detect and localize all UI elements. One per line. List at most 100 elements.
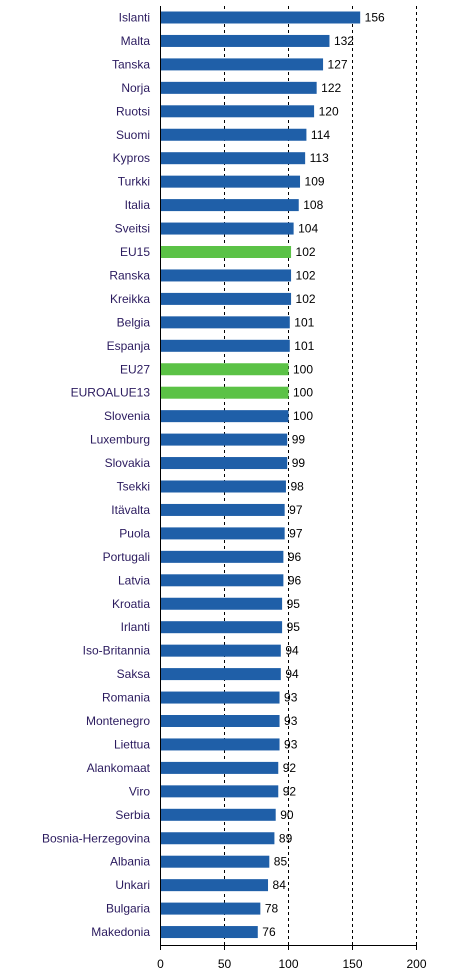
x-tick-label: 200 bbox=[406, 957, 426, 971]
value-label: 109 bbox=[305, 175, 325, 189]
value-label: 102 bbox=[296, 245, 316, 259]
category-label: Bosnia-Herzegovina bbox=[42, 831, 150, 845]
value-label: 102 bbox=[296, 268, 316, 282]
value-label: 97 bbox=[289, 526, 303, 540]
category-label: Kypros bbox=[113, 151, 150, 165]
bar bbox=[160, 386, 289, 399]
value-label: 78 bbox=[265, 902, 279, 916]
category-label: Kreikka bbox=[110, 292, 150, 306]
category-label: Irlanti bbox=[121, 620, 150, 634]
category-label: Unkari bbox=[115, 878, 150, 892]
category-label: Serbia bbox=[115, 808, 150, 822]
category-label: Viro bbox=[129, 784, 150, 798]
labels: Islanti 156 Malta 132 Tanska 127 Norja 122 Ruots… bbox=[42, 11, 427, 972]
category-label: Latvia bbox=[118, 573, 150, 587]
bar bbox=[160, 715, 280, 727]
value-label: 101 bbox=[294, 339, 314, 353]
value-label: 132 bbox=[334, 34, 354, 48]
bar bbox=[160, 292, 292, 305]
value-label: 85 bbox=[274, 855, 288, 869]
value-label: 96 bbox=[288, 550, 302, 564]
x-tick-label: 150 bbox=[342, 957, 362, 971]
bar bbox=[160, 855, 270, 868]
value-label: 90 bbox=[280, 808, 294, 822]
bar bbox=[160, 761, 279, 774]
gridlines bbox=[224, 6, 417, 945]
category-label: Liettua bbox=[114, 737, 150, 751]
bar bbox=[160, 597, 283, 610]
category-label: Espanja bbox=[107, 339, 151, 353]
value-label: 101 bbox=[294, 315, 314, 329]
category-label: EU15 bbox=[120, 245, 150, 259]
category-label: Makedonia bbox=[91, 925, 150, 939]
bar bbox=[160, 738, 280, 751]
category-label: Turkki bbox=[118, 175, 150, 189]
bar bbox=[160, 503, 285, 516]
category-label: EU27 bbox=[120, 362, 150, 376]
category-label: Luxemburg bbox=[90, 433, 150, 447]
bar bbox=[160, 316, 290, 329]
bar bbox=[160, 246, 292, 258]
value-label: 98 bbox=[290, 480, 304, 494]
bar bbox=[160, 339, 290, 352]
bar bbox=[160, 175, 301, 188]
value-label: 156 bbox=[365, 11, 385, 25]
value-label: 92 bbox=[283, 761, 297, 775]
value-label: 93 bbox=[284, 714, 298, 728]
bar bbox=[160, 363, 289, 376]
category-label: Islanti bbox=[119, 11, 150, 25]
category-label: Puola bbox=[119, 526, 150, 540]
category-label: Saksa bbox=[117, 667, 151, 681]
bar bbox=[160, 433, 288, 446]
value-label: 99 bbox=[292, 456, 306, 470]
bar bbox=[160, 457, 288, 470]
value-label: 120 bbox=[319, 104, 339, 118]
bar bbox=[160, 550, 284, 563]
value-label: 93 bbox=[284, 737, 298, 751]
bar bbox=[160, 691, 280, 704]
bar bbox=[160, 480, 286, 493]
bar bbox=[160, 785, 279, 798]
bar bbox=[160, 34, 330, 47]
value-label: 100 bbox=[293, 362, 313, 376]
category-label: Belgia bbox=[117, 315, 151, 329]
category-label: Italia bbox=[125, 198, 151, 212]
bar bbox=[160, 926, 258, 939]
category-label: EUROALUE13 bbox=[71, 386, 151, 400]
value-label: 92 bbox=[283, 784, 297, 798]
bar bbox=[160, 574, 284, 587]
value-label: 93 bbox=[284, 691, 298, 705]
category-label: Albania bbox=[110, 855, 150, 869]
category-label: Romania bbox=[102, 691, 150, 705]
bar bbox=[160, 58, 324, 71]
category-label: Bulgaria bbox=[106, 902, 150, 916]
value-label: 113 bbox=[310, 151, 329, 165]
bar bbox=[160, 808, 276, 821]
bar bbox=[160, 152, 306, 165]
axes bbox=[160, 6, 417, 950]
category-label: Itävalta bbox=[111, 503, 150, 517]
bar bbox=[160, 222, 294, 235]
value-label: 100 bbox=[293, 409, 313, 423]
bar bbox=[160, 668, 281, 681]
value-label: 99 bbox=[292, 433, 306, 447]
category-label: Kroatia bbox=[112, 597, 150, 611]
value-label: 100 bbox=[293, 386, 313, 400]
value-label: 95 bbox=[287, 620, 301, 634]
value-label: 84 bbox=[273, 878, 287, 892]
bars bbox=[160, 11, 361, 939]
bar bbox=[160, 621, 283, 634]
category-label: Alankomaat bbox=[87, 761, 151, 775]
bar bbox=[160, 105, 315, 118]
bar bbox=[160, 832, 275, 845]
bar bbox=[160, 269, 292, 282]
category-label: Slovenia bbox=[104, 409, 150, 423]
category-label: Tsekki bbox=[117, 480, 150, 494]
bar bbox=[160, 879, 269, 892]
category-label: Portugali bbox=[103, 550, 150, 564]
category-label: Malta bbox=[121, 34, 151, 48]
bar bbox=[160, 644, 281, 657]
bar bbox=[160, 527, 285, 540]
category-label: Iso-Britannia bbox=[83, 644, 151, 658]
